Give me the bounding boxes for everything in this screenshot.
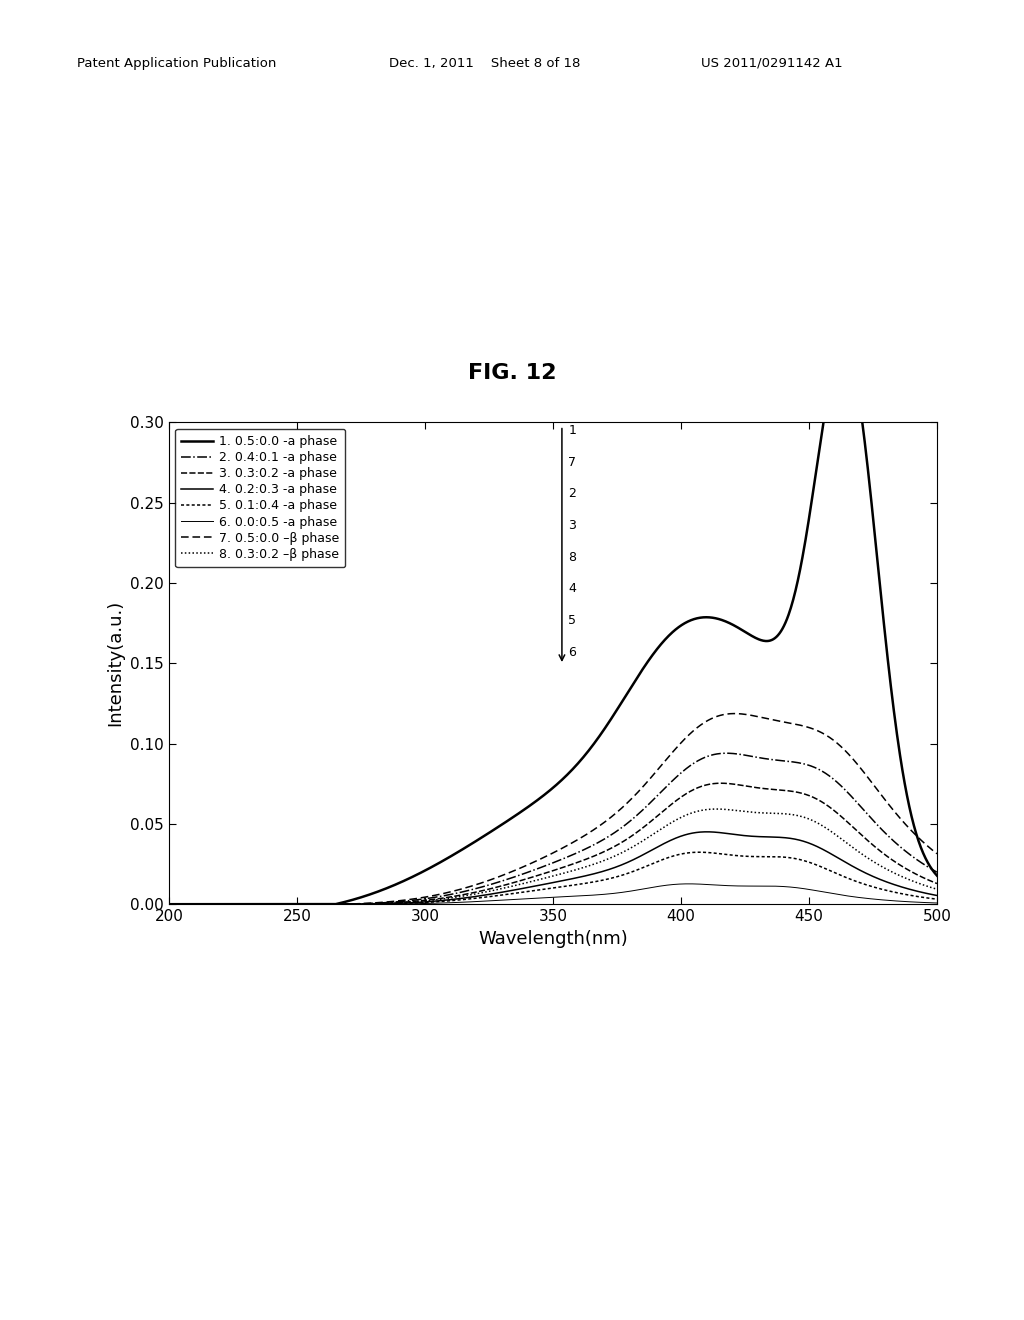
Text: 2: 2: [568, 487, 577, 500]
Text: 5: 5: [568, 614, 577, 627]
Text: 4: 4: [568, 582, 577, 595]
Text: 8: 8: [568, 550, 577, 564]
Text: US 2011/0291142 A1: US 2011/0291142 A1: [701, 57, 843, 70]
Text: 6: 6: [568, 645, 577, 659]
Y-axis label: Intensity(a.u.): Intensity(a.u.): [106, 601, 125, 726]
X-axis label: Wavelength(nm): Wavelength(nm): [478, 929, 628, 948]
Legend: 1. 0.5:0.0 -a phase, 2. 0.4:0.1 -a phase, 3. 0.3:0.2 -a phase, 4. 0.2:0.3 -a pha: 1. 0.5:0.0 -a phase, 2. 0.4:0.1 -a phase…: [175, 429, 345, 568]
Text: Dec. 1, 2011    Sheet 8 of 18: Dec. 1, 2011 Sheet 8 of 18: [389, 57, 581, 70]
Text: 1: 1: [568, 424, 577, 437]
Text: Patent Application Publication: Patent Application Publication: [77, 57, 276, 70]
Text: FIG. 12: FIG. 12: [468, 363, 556, 383]
Text: 7: 7: [568, 455, 577, 469]
Text: 3: 3: [568, 519, 577, 532]
